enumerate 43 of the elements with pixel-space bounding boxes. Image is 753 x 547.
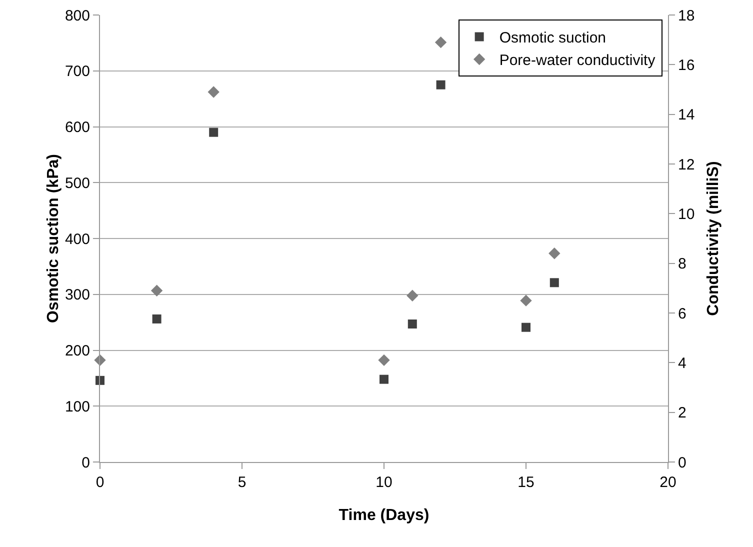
y-tick-label: 0 bbox=[82, 454, 90, 472]
point bbox=[150, 284, 163, 296]
point bbox=[152, 314, 162, 324]
y2-tick-label: 0 bbox=[678, 454, 686, 472]
y2-tick-label: 14 bbox=[678, 106, 695, 124]
point bbox=[378, 354, 390, 366]
legend-label: Pore-water conductivity bbox=[499, 52, 656, 70]
point bbox=[548, 248, 560, 260]
point bbox=[408, 319, 417, 328]
y-axis-title: Osmotic suction (kPa) bbox=[45, 154, 62, 323]
point bbox=[208, 86, 220, 98]
y2-tick-label: 2 bbox=[678, 404, 686, 422]
y2-tick-label: 16 bbox=[678, 56, 695, 74]
x-tick-label: 20 bbox=[660, 474, 676, 491]
y-tick-label: 300 bbox=[64, 286, 90, 304]
legend-label: Osmotic suction bbox=[499, 30, 606, 47]
y-tick-label: 500 bbox=[64, 174, 90, 192]
y2-tick-label: 12 bbox=[678, 156, 695, 174]
point bbox=[209, 128, 218, 137]
y-tick-label: 100 bbox=[64, 398, 90, 416]
x-tick-label: 15 bbox=[518, 474, 534, 491]
y2-tick-label: 6 bbox=[678, 305, 686, 322]
point bbox=[550, 278, 559, 288]
x-tick-label: 10 bbox=[376, 474, 392, 491]
x-axis-title: Time (Days) bbox=[338, 507, 430, 524]
point bbox=[380, 374, 388, 384]
y2-tick-label: 4 bbox=[678, 354, 686, 372]
point bbox=[406, 290, 418, 302]
point bbox=[520, 294, 532, 306]
y2-tick-label: 10 bbox=[678, 206, 695, 223]
point bbox=[434, 36, 447, 48]
point bbox=[436, 80, 446, 90]
y-tick-label: 800 bbox=[64, 7, 90, 24]
y-tick-label: 700 bbox=[64, 63, 90, 80]
x-tick-label: 0 bbox=[96, 474, 104, 491]
y-tick-label: 200 bbox=[64, 342, 90, 360]
x-tick-label: 5 bbox=[238, 474, 246, 491]
y-tick-label: 400 bbox=[64, 230, 90, 248]
y2-axis-title: Conductivity (milliS) bbox=[705, 161, 722, 316]
point bbox=[522, 322, 530, 332]
y2-tick-label: 8 bbox=[678, 256, 686, 273]
y2-tick-label: 18 bbox=[678, 7, 695, 24]
y-tick-label: 600 bbox=[64, 119, 90, 136]
